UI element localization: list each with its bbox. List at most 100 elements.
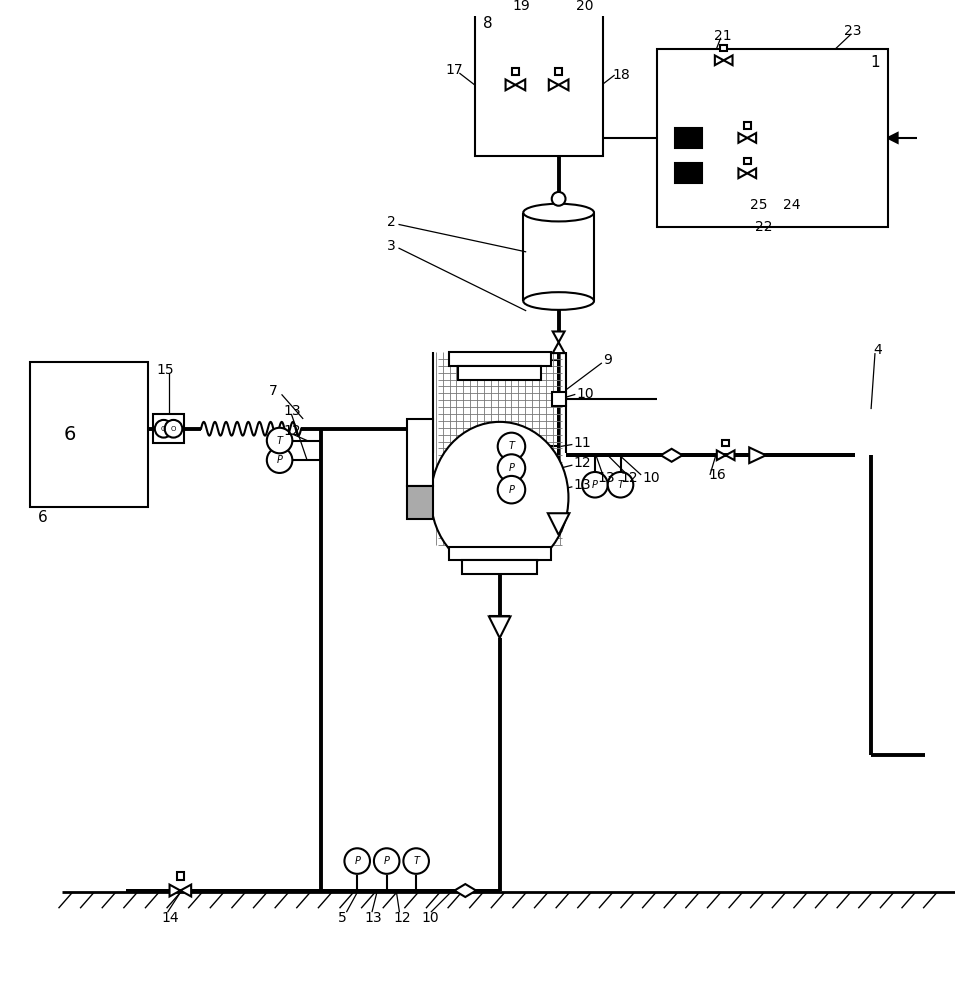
Polygon shape xyxy=(747,168,756,178)
Text: 13: 13 xyxy=(573,478,591,492)
Circle shape xyxy=(498,454,525,482)
Circle shape xyxy=(608,472,634,498)
Polygon shape xyxy=(489,616,510,638)
Text: 8: 8 xyxy=(483,16,493,31)
Text: P: P xyxy=(383,856,390,866)
Polygon shape xyxy=(715,55,723,65)
Polygon shape xyxy=(549,79,559,90)
Text: T: T xyxy=(413,856,419,866)
Circle shape xyxy=(374,848,400,874)
Text: 24: 24 xyxy=(783,198,800,212)
Text: 13: 13 xyxy=(598,471,615,485)
Circle shape xyxy=(267,428,293,453)
Circle shape xyxy=(155,420,172,438)
Bar xyxy=(720,45,727,51)
Polygon shape xyxy=(169,885,180,896)
Text: 23: 23 xyxy=(844,24,861,38)
Polygon shape xyxy=(716,450,726,460)
Polygon shape xyxy=(661,449,683,462)
Circle shape xyxy=(498,433,525,460)
Text: P: P xyxy=(276,455,282,465)
Bar xyxy=(449,352,551,366)
Text: 12: 12 xyxy=(573,456,591,470)
Text: T: T xyxy=(276,436,282,446)
Text: 15: 15 xyxy=(157,363,174,377)
Ellipse shape xyxy=(523,292,594,310)
Text: 14: 14 xyxy=(162,911,179,925)
Text: 4: 4 xyxy=(873,343,882,357)
Bar xyxy=(407,486,432,519)
Text: P: P xyxy=(508,463,514,473)
Bar xyxy=(556,68,562,75)
Circle shape xyxy=(583,472,608,498)
Text: T: T xyxy=(508,441,514,451)
Bar xyxy=(512,68,519,75)
Polygon shape xyxy=(180,885,192,896)
Polygon shape xyxy=(455,884,476,897)
Polygon shape xyxy=(559,79,568,90)
Circle shape xyxy=(165,420,182,438)
Bar xyxy=(552,392,565,406)
Text: 7: 7 xyxy=(269,384,277,398)
Text: 10: 10 xyxy=(576,387,594,401)
Text: 10: 10 xyxy=(642,471,660,485)
Text: 10: 10 xyxy=(421,911,439,925)
Bar xyxy=(744,158,751,164)
Polygon shape xyxy=(723,55,733,65)
Bar xyxy=(674,163,702,183)
Text: P: P xyxy=(354,856,360,866)
Text: 21: 21 xyxy=(714,29,732,43)
Polygon shape xyxy=(553,342,564,353)
Ellipse shape xyxy=(430,422,568,573)
Text: 6: 6 xyxy=(38,510,47,525)
Text: 12: 12 xyxy=(620,471,638,485)
Polygon shape xyxy=(553,331,564,342)
Bar xyxy=(475,10,603,156)
Text: 13: 13 xyxy=(283,404,301,418)
Polygon shape xyxy=(739,133,747,143)
Text: 1: 1 xyxy=(871,55,880,70)
Circle shape xyxy=(403,848,429,874)
Text: 12: 12 xyxy=(394,911,411,925)
Circle shape xyxy=(498,476,525,503)
Bar xyxy=(449,547,551,560)
Text: 25: 25 xyxy=(750,198,768,212)
Text: 9: 9 xyxy=(603,353,612,367)
Text: 17: 17 xyxy=(446,63,463,77)
Polygon shape xyxy=(749,447,766,463)
Text: 5: 5 xyxy=(338,911,347,925)
Text: O: O xyxy=(170,426,176,432)
Circle shape xyxy=(345,848,370,874)
Circle shape xyxy=(552,192,565,206)
Polygon shape xyxy=(888,133,898,143)
Bar xyxy=(462,560,537,574)
Text: T: T xyxy=(617,480,623,490)
Text: 3: 3 xyxy=(387,239,396,253)
Bar xyxy=(722,440,729,446)
Polygon shape xyxy=(506,79,515,90)
Text: P: P xyxy=(508,485,514,495)
Text: P: P xyxy=(592,480,598,490)
Polygon shape xyxy=(739,168,747,178)
Polygon shape xyxy=(747,133,756,143)
Text: 16: 16 xyxy=(708,468,726,482)
Bar xyxy=(177,872,184,880)
Polygon shape xyxy=(548,513,569,535)
Text: 12: 12 xyxy=(283,424,301,438)
Polygon shape xyxy=(515,79,525,90)
Text: 22: 22 xyxy=(755,220,772,234)
Text: 2: 2 xyxy=(387,215,396,229)
Text: O: O xyxy=(161,426,167,432)
Bar xyxy=(674,128,702,148)
Circle shape xyxy=(267,447,293,473)
Text: 6: 6 xyxy=(64,425,75,444)
Text: 18: 18 xyxy=(612,68,631,82)
Text: 13: 13 xyxy=(364,911,381,925)
Bar xyxy=(153,414,184,443)
Polygon shape xyxy=(726,450,735,460)
Text: 20: 20 xyxy=(576,0,594,13)
Text: 11: 11 xyxy=(573,436,591,450)
Bar xyxy=(30,362,148,507)
Bar xyxy=(458,366,541,380)
Bar xyxy=(744,122,751,129)
